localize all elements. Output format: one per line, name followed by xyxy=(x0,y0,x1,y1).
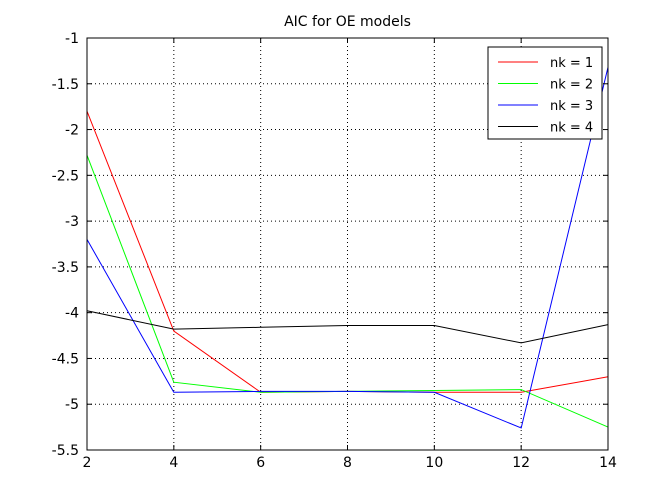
x-tick-label: 14 xyxy=(599,455,617,471)
chart-title: AIC for OE models xyxy=(284,14,411,30)
legend-label-nk-4: nk = 4 xyxy=(550,121,593,136)
series-lines xyxy=(86,67,609,429)
y-tick-label: -5.5 xyxy=(52,443,79,459)
y-tick-label: -2.5 xyxy=(52,168,79,184)
legend: nk = 1 nk = 2 nk = 3 nk = 4 xyxy=(487,46,603,140)
legend-label-nk-1: nk = 1 xyxy=(550,56,593,71)
y-tick-label: -1 xyxy=(65,31,79,47)
series-line-nk-4 xyxy=(86,310,609,344)
x-tick-label: 6 xyxy=(256,455,265,471)
y-tick-label: -4.5 xyxy=(52,351,79,367)
y-tick-label: -4 xyxy=(65,306,79,322)
x-tick-label: 12 xyxy=(512,455,530,471)
x-tick-label: 8 xyxy=(343,455,352,471)
legend-label-nk-2: nk = 2 xyxy=(550,78,593,93)
axis-ticks: 2 4 6 8 10 12 14 -5.5 -5 -4.5 -4 -3.5 -3 -2.5 -2 -1.5 -1 xyxy=(52,31,617,471)
x-tick-label: 10 xyxy=(425,455,443,471)
legend-label-nk-3: nk = 3 xyxy=(550,99,593,114)
series-line-nk-3 xyxy=(86,67,609,429)
y-tick-label: -3 xyxy=(65,214,79,230)
x-tick-label: 4 xyxy=(169,455,178,471)
x-tick-label: 2 xyxy=(83,455,92,471)
y-tick-label: -5 xyxy=(65,397,79,413)
y-tick-label: -1.5 xyxy=(52,77,79,93)
y-tick-label: -3.5 xyxy=(52,260,79,276)
y-tick-label: -2 xyxy=(65,123,79,139)
